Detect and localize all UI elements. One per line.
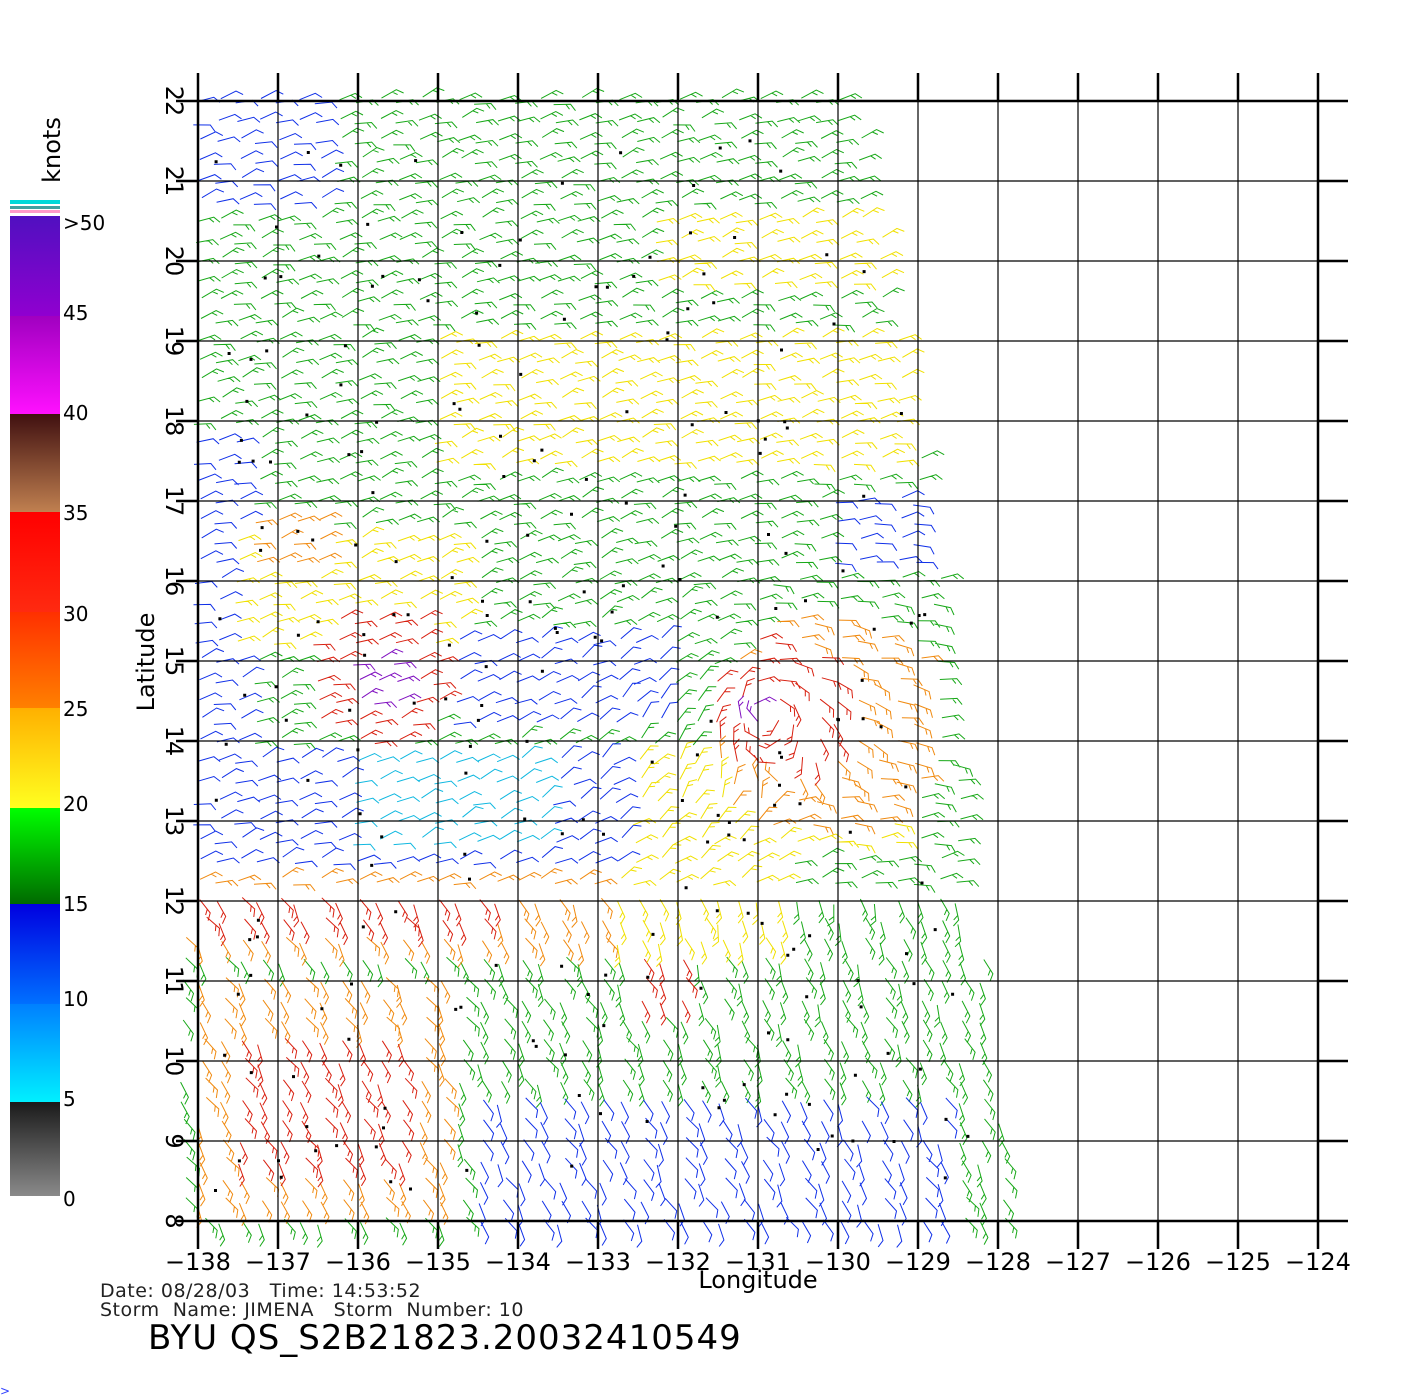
legend-band-5-10: [10, 1004, 60, 1102]
latitude-tick-label: 17: [160, 486, 188, 517]
legend-band-15-20: [10, 808, 60, 904]
legend-top-strip: [10, 210, 60, 213]
longitude-tick-label: −125: [1205, 1248, 1271, 1276]
latitude-tick-label: 8: [160, 1213, 188, 1228]
latitude-tick-label: 12: [160, 886, 188, 917]
longitude-tick-label: −137: [245, 1248, 311, 1276]
date-time-line: Date: 08/28/03 Time: 14:53:52: [100, 1280, 422, 1302]
longitude-tick-labels: −138 −137 −136 −135 −134 −133 −132 −131 −130 −129…: [165, 1248, 1351, 1276]
corner-glyph: >: [0, 1384, 11, 1398]
latitude-tick-label: 19: [160, 326, 188, 357]
latitude-tick-label: 13: [160, 806, 188, 837]
longitude-tick-label: −138: [165, 1248, 231, 1276]
legend-label: 45: [63, 301, 88, 325]
plot-frame: [196, 99, 1320, 1223]
longitude-tick-label: −129: [885, 1248, 951, 1276]
legend-label: 25: [63, 697, 88, 721]
legend-label: >50: [63, 211, 105, 235]
latitude-tick-label: 14: [160, 726, 188, 757]
legend-top-strip: [10, 206, 60, 209]
legend-band-35-40: [10, 414, 60, 512]
latitude-tick-label: 15: [160, 646, 188, 677]
legend-label: 10: [63, 987, 88, 1011]
latitude-tick-label: 10: [160, 1046, 188, 1077]
legend-label: 20: [63, 792, 88, 816]
latitude-tick-label: 16: [160, 566, 188, 597]
longitude-tick-label: −135: [405, 1248, 471, 1276]
latitude-tick-label: 22: [160, 86, 188, 117]
longitude-tick-label: −131: [725, 1248, 791, 1276]
legend-unit: knots: [38, 117, 66, 183]
longitude-tick-label: −136: [325, 1248, 391, 1276]
latitude-tick-label: 9: [160, 1133, 188, 1148]
legend-top-strip: [10, 200, 60, 204]
wind-barb-swath: [180, 87, 1018, 1248]
legend-band-25-30: [10, 612, 60, 708]
wind-barb-group: [180, 87, 1018, 1248]
latitude-tick-labels: 8 9 10 11 12 13 14 15 16 17 18 19 20 21 22: [160, 86, 188, 1229]
speed-color-legend: knots 0 5 10 15 20 25 30 35 40 45 >50: [10, 117, 105, 1211]
wind-barb-group: [235, 207, 925, 968]
legend-band-30-35: [10, 512, 60, 612]
legend-band-40-45: [10, 316, 60, 414]
legend-label: 35: [63, 501, 88, 525]
legend-labels: 0 5 10 15 20 25 30 35 40 45 >50: [63, 211, 105, 1211]
longitude-tick-label: −130: [805, 1248, 871, 1276]
longitude-tick-label: −133: [565, 1248, 631, 1276]
storm-info-line: Storm Name: JIMENA Storm Number: 10: [100, 1299, 524, 1321]
legend-band-20-25: [10, 708, 60, 808]
x-axis-title: Longitude: [698, 1266, 817, 1294]
latitude-tick-label: 11: [160, 966, 188, 997]
legend-label: 0: [63, 1187, 76, 1211]
latitude-tick-label: 20: [160, 246, 188, 277]
legend-band-45-50: [10, 216, 60, 316]
wind-barb-group: [353, 648, 777, 722]
longitude-tick-label: −124: [1285, 1248, 1351, 1276]
file-name: BYU QS_S2B21823.20032410549: [148, 1318, 742, 1358]
y-axis-title: Latitude: [132, 613, 160, 712]
legend-label: 40: [63, 401, 88, 425]
longitude-tick-label: −126: [1125, 1248, 1191, 1276]
legend-label: 30: [63, 602, 88, 626]
longitude-tick-label: −134: [485, 1248, 551, 1276]
legend-band-10-15: [10, 904, 60, 1004]
wind-barb-group: [199, 609, 854, 1188]
legend-label: 5: [63, 1087, 76, 1111]
longitude-tick-label: −132: [645, 1248, 711, 1276]
wind-barb-group: [353, 745, 563, 851]
lat-lon-grid: [176, 73, 1348, 1249]
longitude-tick-label: −127: [1045, 1248, 1111, 1276]
latitude-tick-label: 21: [160, 166, 188, 197]
longitude-tick-label: −128: [965, 1248, 1031, 1276]
latitude-tick-label: 18: [160, 406, 188, 437]
legend-band-0-5: [10, 1102, 60, 1196]
legend-label: 15: [63, 892, 88, 916]
